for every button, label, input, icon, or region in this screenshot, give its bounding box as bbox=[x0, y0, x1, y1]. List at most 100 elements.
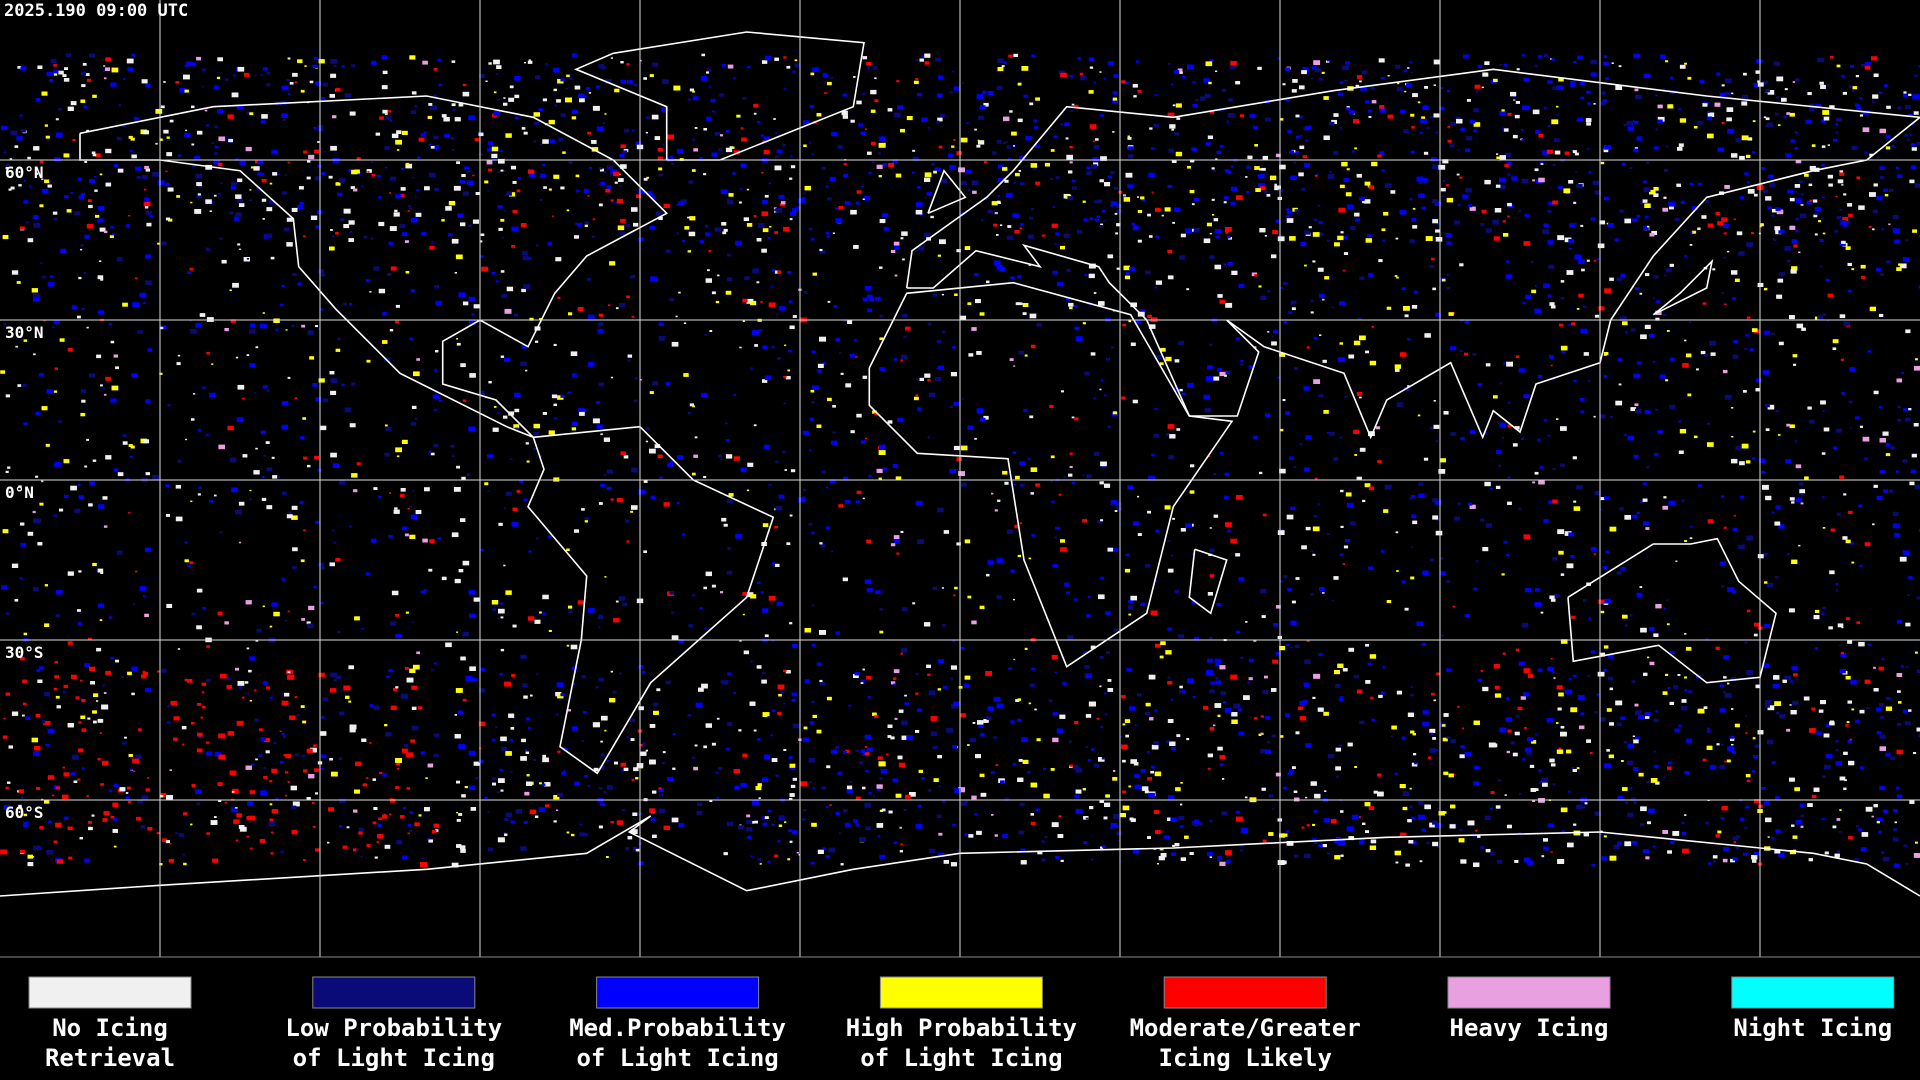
icing-pixel bbox=[838, 504, 844, 508]
icing-pixel bbox=[1496, 450, 1502, 454]
icing-pixel bbox=[1765, 117, 1770, 121]
icing-pixel bbox=[866, 539, 872, 544]
icing-pixel bbox=[1252, 126, 1258, 130]
icing-pixel bbox=[471, 313, 475, 316]
icing-pixel bbox=[598, 64, 604, 68]
icing-pixel bbox=[409, 505, 413, 508]
icing-pixel bbox=[1229, 65, 1236, 70]
icing-pixel bbox=[1060, 547, 1067, 552]
icing-pixel bbox=[1115, 232, 1118, 235]
icing-pixel bbox=[743, 217, 749, 221]
icing-pixel bbox=[1090, 645, 1096, 649]
icing-pixel bbox=[503, 97, 506, 99]
icing-pixel bbox=[1294, 644, 1300, 649]
icing-pixel bbox=[266, 505, 273, 510]
icing-pixel bbox=[808, 522, 813, 526]
icing-pixel bbox=[1140, 309, 1146, 313]
icing-pixel bbox=[1635, 94, 1642, 100]
icing-pixel bbox=[133, 151, 136, 154]
icing-pixel bbox=[1845, 246, 1851, 250]
icing-pixel bbox=[1014, 230, 1020, 234]
icing-pixel bbox=[44, 584, 48, 587]
icing-pixel bbox=[1331, 600, 1334, 602]
icing-pixel bbox=[115, 366, 119, 370]
icing-pixel bbox=[266, 389, 270, 392]
icing-pixel bbox=[1009, 358, 1014, 361]
icing-pixel bbox=[1446, 197, 1454, 203]
icing-pixel bbox=[53, 320, 60, 325]
icing-pixel bbox=[389, 226, 397, 231]
icing-pixel bbox=[44, 623, 50, 627]
icing-pixel bbox=[48, 79, 53, 82]
icing-pixel bbox=[262, 218, 265, 220]
icing-pixel bbox=[1649, 189, 1656, 195]
icing-pixel bbox=[1651, 208, 1654, 210]
icing-pixel bbox=[1768, 174, 1774, 179]
icing-pixel bbox=[1905, 666, 1909, 668]
icing-pixel bbox=[405, 611, 409, 614]
icing-pixel bbox=[1167, 424, 1175, 429]
icing-pixel bbox=[37, 65, 43, 69]
icing-pixel bbox=[1435, 530, 1443, 536]
icing-pixel bbox=[1839, 644, 1842, 647]
icing-pixel bbox=[1668, 201, 1676, 207]
icing-pixel bbox=[1098, 594, 1105, 600]
icing-pixel bbox=[1353, 429, 1359, 434]
icing-pixel bbox=[1739, 495, 1745, 499]
icing-pixel bbox=[441, 576, 447, 581]
icing-pixel bbox=[1800, 193, 1804, 196]
icing-pixel bbox=[1259, 168, 1263, 171]
icing-pixel bbox=[1424, 333, 1431, 338]
icing-pixel bbox=[260, 74, 263, 76]
icing-pixel bbox=[856, 490, 862, 495]
icing-pixel bbox=[1319, 587, 1325, 592]
icing-pixel bbox=[1619, 209, 1624, 213]
icing-pixel bbox=[1587, 102, 1591, 105]
icing-pixel bbox=[1835, 123, 1839, 125]
icing-pixel bbox=[1006, 529, 1014, 534]
icing-pixel bbox=[1507, 113, 1512, 116]
icing-pixel bbox=[462, 83, 467, 87]
icing-pixel bbox=[847, 320, 853, 324]
icing-pixel bbox=[953, 594, 956, 597]
icing-pixel bbox=[1312, 553, 1316, 556]
icing-pixel bbox=[52, 326, 55, 328]
icing-pixel bbox=[996, 85, 1003, 91]
icing-pixel bbox=[219, 531, 223, 534]
icing-pixel bbox=[1560, 426, 1567, 431]
icing-pixel bbox=[1746, 609, 1751, 613]
icing-pixel bbox=[1018, 350, 1025, 355]
icing-pixel bbox=[214, 494, 217, 497]
icing-pixel bbox=[1340, 231, 1344, 234]
icing-pixel bbox=[1835, 131, 1838, 133]
icing-pixel bbox=[528, 59, 531, 61]
icing-pixel bbox=[1127, 154, 1134, 159]
icing-pixel bbox=[877, 152, 881, 155]
icing-pixel bbox=[998, 267, 1006, 272]
icing-pixel bbox=[424, 186, 430, 191]
icing-pixel bbox=[84, 160, 88, 163]
icing-pixel bbox=[1684, 255, 1687, 257]
icing-pixel bbox=[568, 312, 573, 316]
icing-pixel bbox=[1848, 400, 1853, 404]
icing-pixel bbox=[1593, 103, 1596, 105]
icing-pixel bbox=[54, 462, 61, 467]
icing-pixel bbox=[160, 325, 167, 330]
icing-pixel bbox=[1288, 311, 1293, 314]
icing-pixel bbox=[1007, 158, 1011, 161]
icing-pixel bbox=[967, 302, 972, 305]
icing-pixel bbox=[1642, 225, 1649, 230]
icing-pixel bbox=[587, 195, 590, 197]
icing-pixel bbox=[1821, 145, 1826, 148]
icing-pixel bbox=[1099, 179, 1104, 183]
icing-pixel bbox=[1447, 139, 1452, 143]
icing-pixel bbox=[1741, 101, 1748, 106]
icing-pixel bbox=[1019, 461, 1025, 466]
icing-pixel bbox=[1852, 86, 1858, 90]
icing-pixel bbox=[699, 156, 703, 160]
icing-pixel bbox=[1124, 568, 1131, 573]
icing-pixel bbox=[1066, 269, 1071, 273]
icing-pixel bbox=[1547, 434, 1551, 437]
icing-pixel bbox=[782, 450, 786, 454]
icing-pixel bbox=[924, 232, 931, 238]
